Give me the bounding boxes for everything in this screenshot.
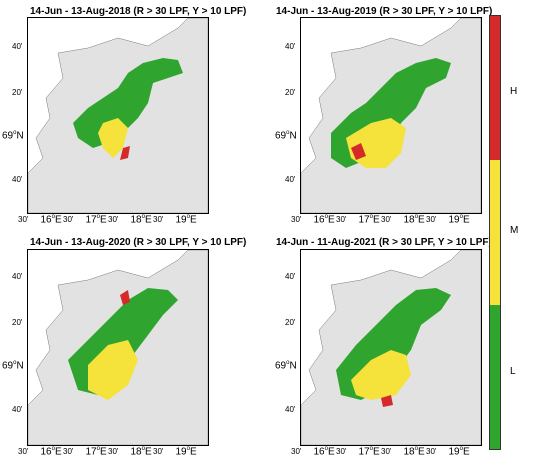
- lat-label-40: 40': [285, 42, 296, 51]
- lat-label-20: 20': [285, 318, 296, 327]
- lon-label-degree: 18oE: [403, 214, 425, 226]
- map-2018-svg: [28, 18, 208, 213]
- lon-label-degree: 16oE: [40, 446, 62, 458]
- map-2018: [27, 17, 209, 214]
- lon-label-minutes: 30': [153, 215, 164, 224]
- map-2020: [27, 249, 209, 446]
- lat-label-20: 20': [12, 88, 23, 97]
- lon-label-degree: 16oE: [313, 446, 335, 458]
- lon-label-minutes: 30': [63, 447, 74, 456]
- lat-label-20: 20': [285, 88, 296, 97]
- lon-label-minutes: 30': [108, 215, 119, 224]
- lon-label-degree: 16oE: [40, 214, 62, 226]
- lon-label-minutes: 30': [291, 447, 302, 456]
- high-activity-zone: [351, 143, 366, 160]
- colorbar-label-medium: M: [510, 225, 519, 236]
- panel-title-2019: 14-Jun - 13-Aug-2019 (R > 30 LPF, Y > 10…: [276, 6, 493, 17]
- lon-label-minutes: 30': [63, 215, 74, 224]
- lon-label-degree: 18oE: [403, 446, 425, 458]
- lat-label-69: 69oN: [275, 130, 297, 142]
- medium-activity-zone: [88, 340, 138, 400]
- lon-label-minutes: 30': [336, 215, 347, 224]
- map-2019-svg: [301, 18, 481, 213]
- medium-activity-zone: [351, 350, 411, 400]
- low-activity-zone: [73, 58, 183, 148]
- activity-colorbar: [489, 15, 501, 450]
- lon-label-minutes: 30': [426, 447, 437, 456]
- colorbar-medium: [490, 160, 500, 305]
- colorbar-low: [490, 305, 500, 449]
- colorbar-label-low: L: [510, 366, 516, 377]
- high-activity-zone: [120, 290, 130, 305]
- lon-label-minutes: 30': [291, 215, 302, 224]
- lat-label-40-south: 40': [285, 175, 296, 184]
- lat-label-40-south: 40': [12, 405, 23, 414]
- lon-label-degree: 18oE: [130, 446, 152, 458]
- lon-label-degree: 19oE: [175, 446, 197, 458]
- lon-label-minutes: 30': [18, 215, 29, 224]
- panel-title-2021: 14-Jun - 11-Aug-2021 (R > 30 LPF, Y > 10…: [276, 237, 492, 248]
- lat-label-40-south: 40': [12, 175, 23, 184]
- lat-label-40: 40': [12, 42, 23, 51]
- colorbar-label-high: H: [510, 86, 518, 97]
- lat-label-69: 69oN: [2, 360, 24, 372]
- lon-label-degree: 19oE: [175, 214, 197, 226]
- colorbar-high: [490, 16, 500, 160]
- map-2021: [300, 249, 482, 446]
- lon-label-degree: 17oE: [85, 214, 107, 226]
- lon-label-minutes: 30': [426, 215, 437, 224]
- lon-label-minutes: 30': [153, 447, 164, 456]
- lon-label-minutes: 30': [336, 447, 347, 456]
- lat-label-40: 40': [12, 272, 23, 281]
- panel-title-2020: 14-Jun - 13-Aug-2020 (R > 30 LPF, Y > 10…: [30, 237, 247, 248]
- lon-label-degree: 16oE: [313, 214, 335, 226]
- medium-activity-zone: [98, 118, 128, 158]
- map-2021-svg: [301, 250, 481, 445]
- lon-label-minutes: 30': [108, 447, 119, 456]
- lon-label-minutes: 30': [381, 215, 392, 224]
- panel-title-2018: 14-Jun - 13-Aug-2018 (R > 30 LPF, Y > 10…: [30, 6, 247, 17]
- lat-label-40: 40': [285, 272, 296, 281]
- lat-label-40-south: 40': [285, 405, 296, 414]
- lon-label-degree: 19oE: [448, 214, 470, 226]
- lon-label-minutes: 30': [381, 447, 392, 456]
- lat-label-69: 69oN: [2, 130, 24, 142]
- lat-label-69: 69oN: [275, 360, 297, 372]
- lon-label-degree: 17oE: [358, 446, 380, 458]
- map-2019: [300, 17, 482, 214]
- high-activity-zone: [120, 146, 130, 160]
- map-2020-svg: [28, 250, 208, 445]
- high-activity-zone: [381, 395, 393, 407]
- lon-label-degree: 17oE: [358, 214, 380, 226]
- lon-label-degree: 17oE: [85, 446, 107, 458]
- lon-label-degree: 19oE: [448, 446, 470, 458]
- lon-label-minutes: 30': [18, 447, 29, 456]
- lon-label-degree: 18oE: [130, 214, 152, 226]
- lat-label-20: 20': [12, 318, 23, 327]
